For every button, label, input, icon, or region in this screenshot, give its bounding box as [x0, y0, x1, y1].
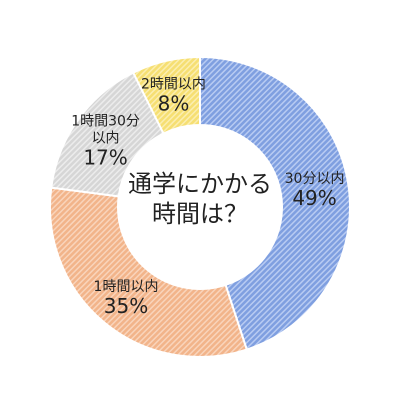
slice-value-2hours: 8%	[158, 92, 190, 116]
slice-label-1hour30min-line-2: 以内	[92, 131, 120, 147]
slice-label-30min-line-1: 30分以内	[285, 171, 345, 187]
center-title-line-1: 通学にかかる	[128, 170, 272, 198]
slice-label-2hours-line-1: 2時間以内	[141, 77, 206, 93]
slice-30min	[199, 55, 351, 351]
center-title-line-2: 時間は？	[152, 200, 248, 228]
slice-value-1hour: 35%	[104, 294, 148, 318]
slices-group	[49, 55, 351, 358]
slice-value-1hour30min: 17%	[83, 146, 127, 170]
slice-label-1hour-line-1: 1時間以内	[94, 279, 159, 295]
slice-label-1hour30min-line-1: 1時間30分	[71, 114, 140, 130]
slice-2hours	[131, 55, 201, 135]
slice-value-30min: 49%	[292, 186, 336, 210]
slice-1hour	[49, 186, 249, 358]
